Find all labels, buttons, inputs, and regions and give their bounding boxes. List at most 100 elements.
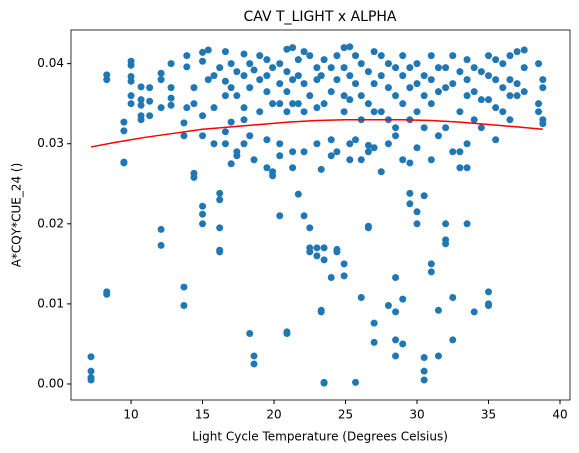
scatter-point bbox=[87, 353, 95, 361]
scatter-point bbox=[463, 92, 471, 100]
scatter-point bbox=[340, 92, 348, 100]
scatter-point bbox=[340, 108, 348, 116]
scatter-point bbox=[289, 76, 297, 84]
scatter-point bbox=[183, 63, 191, 71]
scatter-point bbox=[413, 60, 421, 68]
x-tick-label: 10 bbox=[123, 408, 138, 422]
scatter-point bbox=[413, 108, 421, 116]
scatter-point bbox=[392, 273, 400, 281]
scatter-point bbox=[210, 140, 218, 148]
scatter-point bbox=[399, 100, 407, 108]
scatter-point bbox=[204, 46, 212, 54]
scatter-point bbox=[294, 100, 302, 108]
scatter-point bbox=[346, 43, 354, 51]
scatter-point bbox=[250, 360, 258, 368]
scatter-point bbox=[204, 76, 212, 84]
scatter-point bbox=[199, 57, 207, 65]
scatter-point bbox=[210, 72, 218, 80]
scatter-point bbox=[463, 76, 471, 84]
scatter-point bbox=[427, 100, 435, 108]
scatter-point bbox=[420, 124, 428, 132]
scatter-point bbox=[370, 338, 378, 346]
scatter-point bbox=[216, 189, 224, 197]
scatter-point bbox=[306, 92, 314, 100]
scatter-point bbox=[413, 220, 421, 228]
scatter-point bbox=[300, 80, 308, 88]
scatter-point bbox=[221, 92, 229, 100]
scatter-point bbox=[406, 159, 414, 167]
scatter-point bbox=[246, 60, 254, 68]
scatter-point bbox=[506, 116, 514, 124]
scatter-point bbox=[294, 72, 302, 80]
scatter-point bbox=[463, 56, 471, 64]
scatter-point bbox=[539, 84, 547, 92]
scatter-point bbox=[470, 88, 478, 96]
scatter-point bbox=[485, 52, 493, 60]
scatter-point bbox=[506, 76, 514, 84]
scatter-point bbox=[283, 108, 291, 116]
scatter-point bbox=[364, 141, 372, 149]
scatter-point bbox=[520, 64, 528, 72]
scatter-point bbox=[420, 354, 428, 362]
scatter-point bbox=[199, 132, 207, 140]
scatter-point bbox=[535, 60, 543, 68]
scatter-point bbox=[463, 164, 471, 172]
scatter-point bbox=[535, 100, 543, 108]
scatter-point bbox=[449, 52, 457, 60]
scatter-point bbox=[340, 64, 348, 72]
x-tick-label: 20 bbox=[266, 408, 281, 422]
scatter-point bbox=[477, 124, 485, 132]
scatter-point bbox=[269, 64, 277, 72]
scatter-point bbox=[463, 140, 471, 148]
scatter-point bbox=[442, 124, 450, 132]
scatter-point bbox=[434, 132, 442, 140]
scatter-point bbox=[263, 72, 271, 80]
scatter-point bbox=[269, 172, 277, 180]
scatter-point bbox=[227, 160, 235, 168]
scatter-point bbox=[313, 244, 321, 252]
scatter-point bbox=[233, 92, 241, 100]
scatter-point bbox=[352, 80, 360, 88]
scatter-point bbox=[442, 240, 450, 248]
scatter-point bbox=[346, 96, 354, 104]
scatter-point bbox=[276, 152, 284, 160]
scatter-point bbox=[449, 293, 457, 301]
scatter-point bbox=[442, 84, 450, 92]
scatter-point bbox=[216, 224, 224, 232]
scatter-point bbox=[157, 104, 165, 112]
scatter-point bbox=[506, 52, 514, 60]
scatter-point bbox=[276, 212, 284, 220]
scatter-point bbox=[320, 256, 328, 264]
scatter-point bbox=[399, 156, 407, 164]
scatter-point bbox=[520, 88, 528, 96]
scatter-point bbox=[157, 241, 165, 249]
scatter-point bbox=[384, 301, 392, 309]
scatter-point bbox=[157, 225, 165, 233]
scatter-point bbox=[364, 148, 372, 156]
y-tick-label: 0.04 bbox=[37, 56, 64, 70]
scatter-point bbox=[221, 77, 229, 85]
scatter-point bbox=[103, 76, 111, 84]
scatter-point bbox=[470, 116, 478, 124]
scatter-point bbox=[190, 173, 198, 181]
scatter-point bbox=[120, 159, 128, 167]
scatter-point bbox=[434, 306, 442, 314]
scatter-point bbox=[289, 164, 297, 172]
scatter-point bbox=[377, 168, 385, 176]
scatter-point bbox=[180, 301, 188, 309]
scatter-point bbox=[157, 76, 165, 84]
scatter-point bbox=[427, 76, 435, 84]
scatter-point bbox=[449, 336, 457, 344]
scatter-point bbox=[434, 352, 442, 360]
scatter-point bbox=[283, 330, 291, 338]
scatter-point bbox=[370, 319, 378, 327]
scatter-point bbox=[327, 88, 335, 96]
scatter-point bbox=[384, 60, 392, 68]
scatter-point bbox=[449, 148, 457, 156]
scatter-point bbox=[227, 118, 235, 126]
x-axis-label: Light Cycle Temperature (Degrees Celsius… bbox=[192, 430, 448, 444]
scatter-point bbox=[327, 136, 335, 144]
scatter-point bbox=[157, 69, 165, 77]
scatter-point bbox=[320, 379, 328, 387]
scatter-point bbox=[492, 76, 500, 84]
